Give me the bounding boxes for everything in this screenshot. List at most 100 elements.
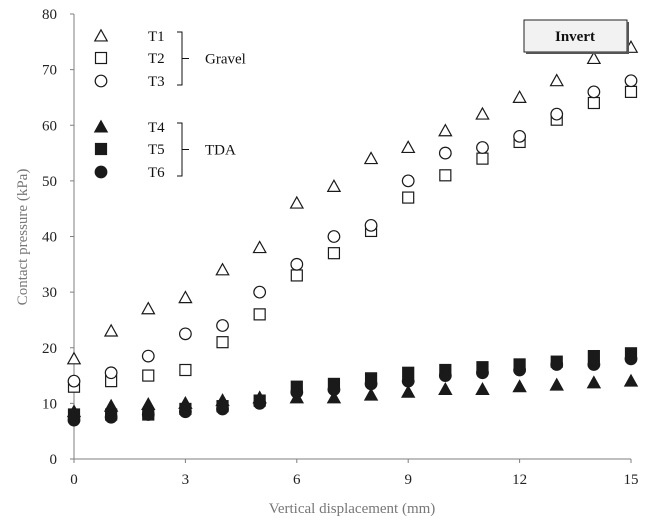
legend-bracket — [177, 122, 189, 177]
point-t3 — [476, 141, 489, 154]
point-t6 — [178, 405, 192, 419]
point-t1 — [215, 262, 230, 276]
point-t2 — [439, 169, 452, 182]
point-t4 — [438, 382, 453, 396]
point-t2 — [327, 247, 341, 260]
point-t2 — [587, 96, 600, 110]
x-tick-label: 0 — [70, 472, 78, 488]
point-t6 — [67, 413, 81, 427]
point-t2 — [142, 369, 155, 382]
y-tick-label: 0 — [50, 452, 58, 468]
point-t6 — [253, 396, 267, 410]
point-t4 — [141, 397, 156, 411]
point-t4 — [549, 377, 564, 391]
point-t6 — [104, 410, 118, 424]
legend-bracket — [177, 31, 189, 86]
point-t3 — [438, 146, 452, 160]
point-t3 — [141, 349, 155, 363]
x-tick-label: 3 — [182, 472, 190, 488]
legend: T1 T2 T3 Gravel T4 T5 T6 TDA — [93, 28, 246, 181]
point-t2 — [253, 308, 266, 321]
point-t2 — [179, 363, 192, 377]
legend-label-t2: T2 — [148, 51, 165, 67]
annotation-label: Invert — [555, 29, 595, 45]
legend-marker-t1 — [93, 28, 109, 42]
point-t3 — [178, 327, 192, 341]
point-t4 — [475, 382, 490, 396]
point-t6 — [290, 385, 304, 399]
point-t4 — [400, 384, 416, 398]
annotation-box-bg — [523, 19, 628, 53]
point-t4 — [512, 379, 527, 393]
legend-label-t3: T3 — [148, 74, 165, 90]
point-t1 — [400, 140, 416, 154]
point-t4 — [363, 387, 379, 401]
point-t3 — [67, 374, 81, 388]
point-t6 — [438, 369, 452, 382]
point-t3 — [624, 74, 638, 88]
x-tick-label: 15 — [624, 472, 639, 488]
point-t2 — [476, 152, 489, 165]
legend-marker-t5 — [94, 142, 108, 156]
y-tick-label: 20 — [42, 341, 57, 357]
point-t3 — [290, 257, 304, 271]
point-t4 — [326, 390, 342, 404]
point-t1 — [178, 290, 193, 304]
point-t6 — [141, 408, 155, 421]
point-t1 — [141, 301, 156, 315]
point-t6 — [327, 383, 341, 396]
series-t1 — [66, 39, 639, 365]
legend-marker-t2 — [94, 51, 108, 65]
point-t1 — [512, 90, 527, 103]
legend-marker-t4 — [93, 119, 109, 133]
y-tick-label: 40 — [42, 230, 57, 246]
point-t6 — [513, 363, 526, 377]
series-t3 — [67, 74, 638, 388]
y-tick-labels: 0 10 20 30 40 50 60 70 80 — [42, 7, 74, 468]
legend-group-label: Gravel — [205, 52, 246, 68]
point-t3 — [587, 85, 601, 99]
point-t1 — [586, 51, 602, 65]
y-tick-label: 30 — [42, 285, 57, 301]
annotation-box: Invert — [523, 19, 629, 54]
point-t2 — [402, 191, 415, 204]
point-t6 — [216, 402, 229, 416]
legend-label-t1: T1 — [148, 29, 165, 45]
point-t3 — [104, 366, 118, 380]
x-tick-labels: 0 3 6 9 12 15 — [70, 459, 639, 488]
point-t3 — [253, 285, 267, 299]
y-tick-label: 80 — [42, 7, 57, 23]
point-t3 — [513, 129, 526, 143]
x-tick-label: 6 — [293, 472, 301, 488]
point-t1 — [252, 240, 267, 254]
point-t6 — [476, 366, 489, 380]
legend-label-t6: T6 — [148, 165, 165, 181]
legend-group-label: TDA — [205, 143, 236, 159]
point-t6 — [624, 352, 638, 366]
legend-label-t5: T5 — [148, 142, 165, 158]
point-t1 — [549, 73, 564, 87]
point-t3 — [364, 218, 378, 232]
point-t1 — [326, 179, 342, 192]
point-t3 — [550, 107, 564, 121]
legend-marker-t3 — [94, 74, 108, 88]
point-t6 — [401, 374, 415, 388]
point-t2 — [290, 269, 303, 282]
point-t4 — [623, 373, 639, 387]
legend-marker-t6 — [94, 165, 108, 179]
point-t1 — [66, 351, 82, 365]
point-t1 — [289, 195, 305, 209]
point-t3 — [216, 319, 229, 332]
series-t6 — [67, 352, 638, 427]
point-t1 — [103, 323, 119, 337]
y-tick-label: 10 — [42, 396, 57, 412]
y-axis-title: Contact pressure (kPa) — [15, 169, 31, 306]
x-axis-title: Vertical displacement (mm) — [269, 501, 436, 517]
x-tick-label: 12 — [512, 472, 527, 488]
point-t6 — [587, 358, 601, 371]
point-t6 — [364, 377, 378, 391]
data-points — [66, 39, 639, 427]
point-t1 — [363, 151, 379, 165]
legend-label-t4: T4 — [148, 120, 165, 136]
